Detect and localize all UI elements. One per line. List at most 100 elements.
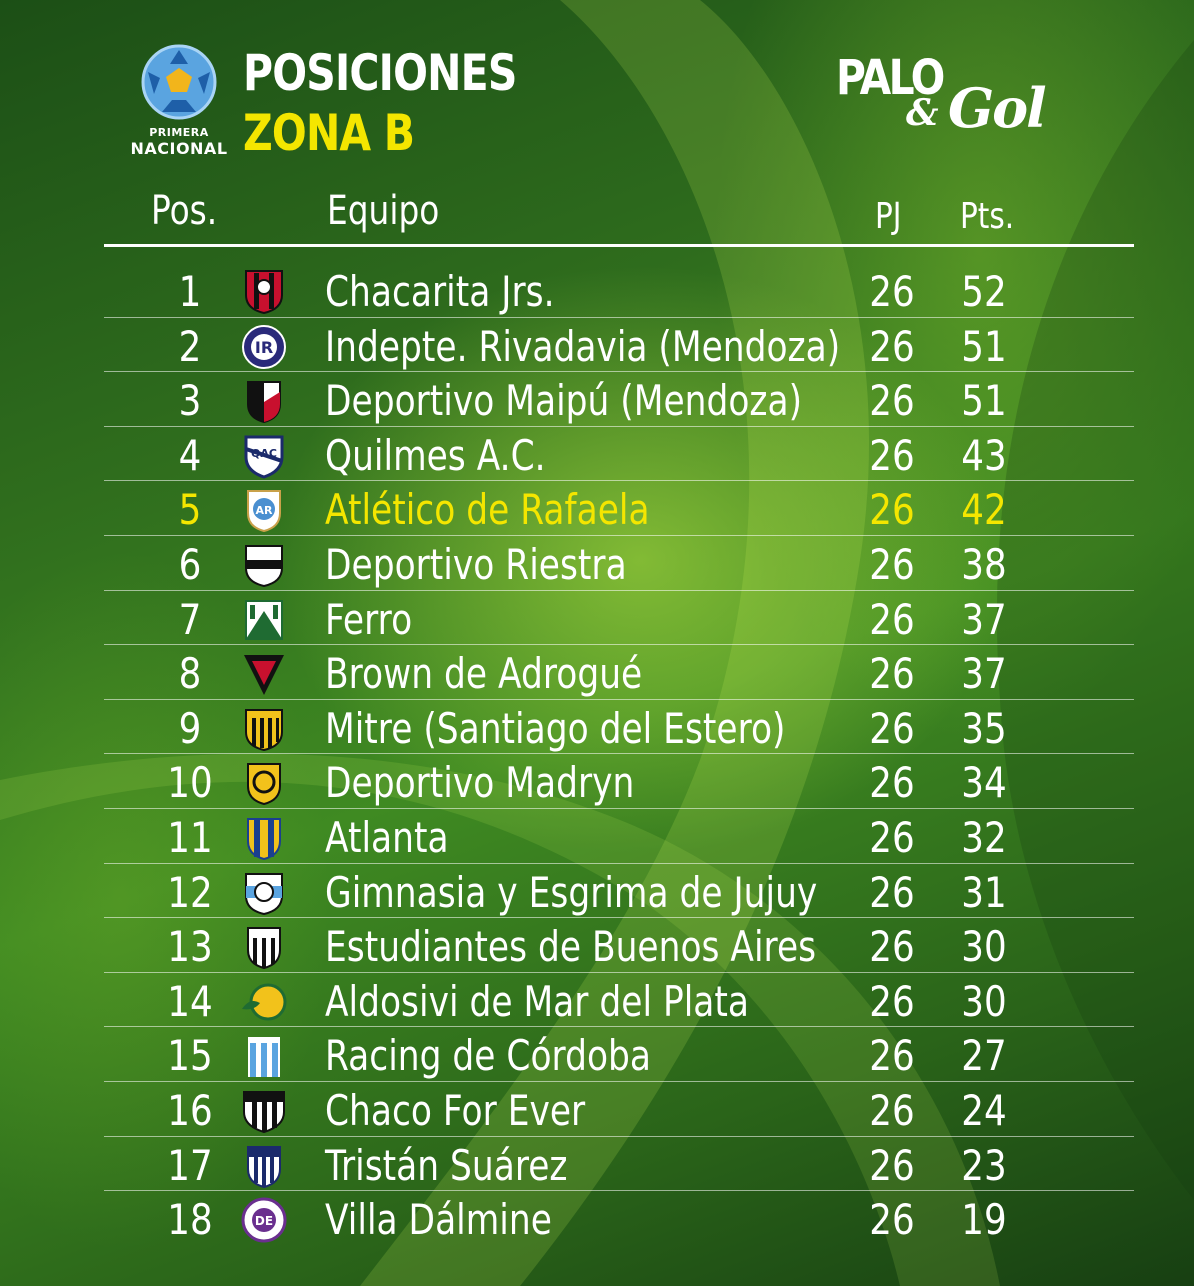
row-team: Deportivo Madryn <box>325 758 635 808</box>
row-points: 38 <box>961 539 1007 589</box>
row-position: 2 <box>178 321 202 371</box>
row-points: 30 <box>961 976 1007 1026</box>
table-row: 15 Racing de Córdoba 26 27 <box>0 1027 1194 1082</box>
row-played: 26 <box>869 594 915 644</box>
row-position: 12 <box>167 867 213 917</box>
standings-table: 1 Chacarita Jrs. 26 5 2 2 IR Indepte. Riv… <box>0 263 1194 1246</box>
deportivo-maipu-crest-icon <box>247 381 281 424</box>
column-header-pj: PJ <box>875 196 902 237</box>
table-row: 6 Deportivo Riestra 26 38 <box>0 536 1194 591</box>
row-divider <box>104 480 1134 482</box>
row-played: 26 <box>869 758 915 808</box>
row-position: 11 <box>167 812 213 862</box>
brand-ampersand: & <box>906 92 939 134</box>
row-team: Racing de Córdoba <box>325 1031 651 1081</box>
row-points: 23 <box>961 1140 1007 1190</box>
table-row: 7 Ferro 26 37 <box>0 591 1194 646</box>
row-team: Atlético de Rafaela <box>325 485 650 535</box>
column-header-pos: Pos. <box>151 188 218 234</box>
row-played: 26 <box>869 1140 915 1190</box>
row-divider <box>104 589 1134 591</box>
row-position: 7 <box>178 594 202 644</box>
row-team: Estudiantes de Buenos Aires <box>325 922 817 972</box>
row-divider <box>104 644 1134 646</box>
atlanta-crest-icon <box>247 817 281 860</box>
row-played: 26 <box>869 376 915 426</box>
table-row: 3 Deportivo Maipú (Mendoza) 26 51 <box>0 372 1194 427</box>
row-divider <box>104 1026 1134 1028</box>
page-subtitle: ZONA B <box>243 104 415 162</box>
row-position: 17 <box>167 1140 213 1190</box>
row-team: Brown de Adrogué <box>325 649 643 699</box>
row-played: 26 <box>869 976 915 1026</box>
estudiantes-ba-crest-icon <box>247 927 281 970</box>
column-header-team: Equipo <box>327 188 440 234</box>
atletico-rafaela-crest-icon: AR <box>247 490 281 533</box>
table-row: 8 Brown de Adrogué 26 37 <box>0 645 1194 700</box>
row-divider <box>104 534 1134 536</box>
row-played: 26 <box>869 867 915 917</box>
row-divider <box>104 316 1134 318</box>
row-position: 8 <box>178 649 202 699</box>
row-position: 4 <box>178 430 202 480</box>
row-team: Ferro <box>325 594 413 644</box>
tristan-suarez-crest-icon <box>247 1145 281 1188</box>
deportivo-madryn-crest-icon <box>247 763 281 806</box>
row-divider <box>104 1080 1134 1082</box>
row-points: 42 <box>961 485 1007 535</box>
row-divider <box>104 971 1134 973</box>
row-played: 26 <box>869 539 915 589</box>
row-divider <box>104 917 1134 919</box>
deportivo-riestra-crest-icon <box>245 544 283 587</box>
row-team: Tristán Suárez <box>325 1140 568 1190</box>
row-position: 18 <box>167 1195 213 1245</box>
row-team: Aldosivi de Mar del Plata <box>325 976 750 1026</box>
row-played: 26 <box>869 649 915 699</box>
row-position: 6 <box>178 539 202 589</box>
row-points: 31 <box>961 867 1007 917</box>
table-row: 12 Gimnasia y Esgrima de Jujuy 26 31 <box>0 864 1194 919</box>
row-divider <box>104 753 1134 755</box>
racing-cordoba-crest-icon <box>248 1037 280 1078</box>
palo-y-gol-logo: PALO & Gol <box>836 50 1086 145</box>
row-team: Indepte. Rivadavia (Mendoza) <box>325 321 841 371</box>
row-played: 26 <box>869 321 915 371</box>
row-played: 26 <box>869 267 915 316</box>
row-points: 27 <box>961 1031 1007 1081</box>
brown-adrogue-crest-icon <box>244 655 284 696</box>
brand-gol: Gol <box>948 76 1047 140</box>
table-row: 9 Mitre (Santiago del Estero) 26 35 <box>0 700 1194 755</box>
table-row: 18 DE Villa Dálmine 26 19 <box>0 1191 1194 1246</box>
row-points: 43 <box>961 430 1007 480</box>
table-row: 2 IR Indepte. Rivadavia (Mendoza) 26 51 <box>0 318 1194 373</box>
gimnasia-jujuy-crest-icon <box>245 872 283 915</box>
row-position: 14 <box>167 976 213 1026</box>
row-position: 5 <box>178 485 202 535</box>
row-team: Atlanta <box>325 812 449 862</box>
svg-text:DE: DE <box>255 1214 273 1228</box>
row-position: 13 <box>167 922 213 972</box>
chacarita-crest-icon <box>245 270 283 315</box>
svg-text:IR: IR <box>255 338 273 357</box>
aldosivi-crest-icon <box>242 983 287 1021</box>
row-team: Mitre (Santiago del Estero) <box>325 703 786 753</box>
row-points: 19 <box>961 1195 1007 1245</box>
chaco-for-ever-crest-icon <box>243 1090 285 1133</box>
quilmes-crest-icon: QAC <box>244 435 284 479</box>
row-team: Chacarita Jrs. <box>325 267 555 316</box>
row-position: 15 <box>167 1031 213 1081</box>
villa-dalmine-crest-icon: DE <box>241 1197 287 1243</box>
ball-icon <box>141 44 217 120</box>
header-divider <box>104 244 1134 247</box>
row-position: 1 <box>178 267 202 316</box>
row-position: 3 <box>178 376 202 426</box>
competition-line1: PRIMERA <box>149 126 209 139</box>
table-row: 14 Aldosivi de Mar del Plata 26 30 <box>0 973 1194 1028</box>
row-team: Gimnasia y Esgrima de Jujuy <box>325 867 818 917</box>
row-played: 26 <box>869 1195 915 1245</box>
row-played: 26 <box>869 703 915 753</box>
page-title: POSICIONES <box>243 44 517 102</box>
ferro-crest-icon <box>245 599 283 640</box>
row-points: 35 <box>961 703 1007 753</box>
